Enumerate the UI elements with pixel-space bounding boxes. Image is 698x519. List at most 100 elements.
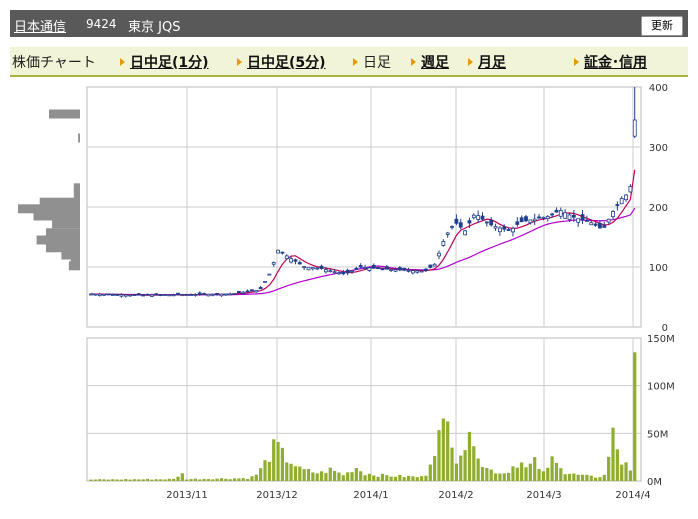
candles bbox=[89, 87, 637, 298]
volume-bar bbox=[441, 418, 445, 481]
volume-tick-label: 150M bbox=[647, 334, 675, 345]
stock-code: 9424 bbox=[86, 17, 117, 31]
nav-intraday-5min[interactable]: 日中足(5分) bbox=[237, 52, 326, 72]
candle-body bbox=[267, 273, 272, 276]
volume-bar bbox=[167, 478, 171, 481]
price-profile-bar bbox=[18, 204, 80, 214]
volume-bar bbox=[137, 479, 141, 481]
date-tick-label: 2014/1 bbox=[353, 490, 388, 501]
arrow-right-icon bbox=[411, 58, 416, 66]
volume-bar bbox=[515, 467, 519, 481]
price-profile-bar bbox=[73, 183, 80, 193]
volume-bar bbox=[611, 427, 615, 481]
volume-bar bbox=[602, 474, 606, 481]
candle-body bbox=[293, 259, 298, 262]
candle-body bbox=[441, 241, 446, 246]
volume-bar bbox=[424, 475, 428, 481]
date-tick-label: 2014/3 bbox=[526, 490, 561, 501]
candle-body bbox=[184, 294, 189, 297]
volume-bar bbox=[119, 479, 124, 481]
candle-body bbox=[389, 269, 394, 271]
volume-bar bbox=[463, 450, 467, 481]
volume-bar bbox=[89, 479, 93, 481]
candle-body bbox=[593, 223, 598, 226]
volume-bar bbox=[594, 477, 598, 481]
volume-bar bbox=[485, 467, 489, 481]
volume-bar bbox=[211, 479, 215, 481]
volume-bar bbox=[541, 471, 545, 481]
price-tick-label: 0 bbox=[662, 323, 668, 334]
candle-body bbox=[363, 267, 367, 269]
volume-bar bbox=[367, 473, 371, 481]
candle-body bbox=[376, 267, 381, 270]
volume-bar bbox=[315, 473, 319, 481]
candle-body bbox=[332, 271, 337, 274]
candle-body bbox=[123, 294, 128, 297]
volume-bar bbox=[333, 470, 337, 481]
refresh-button[interactable]: 更新 bbox=[641, 16, 683, 36]
candle-body bbox=[437, 252, 441, 257]
volume-bar bbox=[420, 476, 424, 481]
candle-body bbox=[219, 293, 224, 297]
volume-bar bbox=[380, 473, 385, 481]
volume-bar bbox=[476, 458, 480, 481]
volume-bar bbox=[511, 466, 515, 481]
candle-body bbox=[576, 218, 581, 223]
volume-bar bbox=[198, 479, 202, 481]
candle-body bbox=[145, 293, 150, 296]
candle-body bbox=[280, 251, 285, 254]
nav-intraday-1min[interactable]: 日中足(1分) bbox=[120, 52, 209, 72]
volume-bar bbox=[563, 474, 567, 481]
candle-body bbox=[424, 268, 428, 271]
candle-body bbox=[189, 294, 193, 296]
volume-bar bbox=[219, 478, 224, 481]
nav-weekly[interactable]: 週足 bbox=[411, 52, 449, 72]
candle-body bbox=[215, 293, 220, 295]
volume-bar bbox=[232, 478, 237, 481]
arrow-right-icon bbox=[120, 58, 125, 66]
stock-name-link[interactable]: 日本通信 bbox=[14, 20, 67, 35]
candle-body bbox=[271, 262, 276, 265]
volume-bar bbox=[154, 479, 158, 481]
candle-body bbox=[115, 294, 119, 296]
volume-bar bbox=[454, 463, 458, 481]
volume-bar bbox=[507, 472, 511, 481]
volume-bar bbox=[446, 421, 450, 481]
volume-bar bbox=[437, 430, 441, 481]
volume-bar bbox=[537, 468, 541, 481]
candle-body bbox=[467, 220, 472, 224]
candle-body bbox=[371, 264, 376, 269]
nav-margin[interactable]: 証金･信用 bbox=[574, 52, 647, 72]
volume-grid bbox=[86, 337, 642, 482]
candle-body bbox=[250, 289, 254, 292]
candle-body bbox=[471, 214, 476, 219]
price-axis: 400 300 200 100 0 bbox=[649, 83, 668, 334]
candle-body bbox=[106, 293, 111, 296]
candle-body bbox=[541, 216, 546, 219]
volume-bar bbox=[293, 466, 298, 481]
candle-body bbox=[580, 214, 585, 221]
candle-body bbox=[350, 270, 354, 273]
volume-tick-label: 0M bbox=[647, 477, 662, 488]
volume-bar bbox=[202, 478, 206, 481]
volume-bar bbox=[115, 479, 119, 481]
price-profile-bar bbox=[33, 211, 80, 221]
volume-bar bbox=[141, 479, 145, 481]
candle-body bbox=[611, 211, 615, 218]
nav-monthly[interactable]: 月足 bbox=[468, 52, 506, 72]
candle-body bbox=[171, 294, 176, 297]
volume-bar bbox=[319, 471, 324, 481]
date-axis: 2013/11 2013/12 2014/1 2014/2 2014/3 201… bbox=[166, 490, 650, 501]
candle-body bbox=[254, 289, 259, 293]
candle-body bbox=[524, 216, 528, 222]
candle-body bbox=[289, 258, 294, 263]
volume-bar bbox=[580, 474, 585, 481]
volume-bar bbox=[376, 476, 380, 481]
candle-body bbox=[136, 293, 141, 296]
candle-body bbox=[567, 214, 572, 220]
candle-body bbox=[228, 293, 233, 296]
volume-bar bbox=[480, 467, 485, 481]
volume-bar bbox=[306, 469, 311, 481]
candle-body bbox=[193, 294, 198, 296]
volume-bar bbox=[150, 479, 154, 481]
